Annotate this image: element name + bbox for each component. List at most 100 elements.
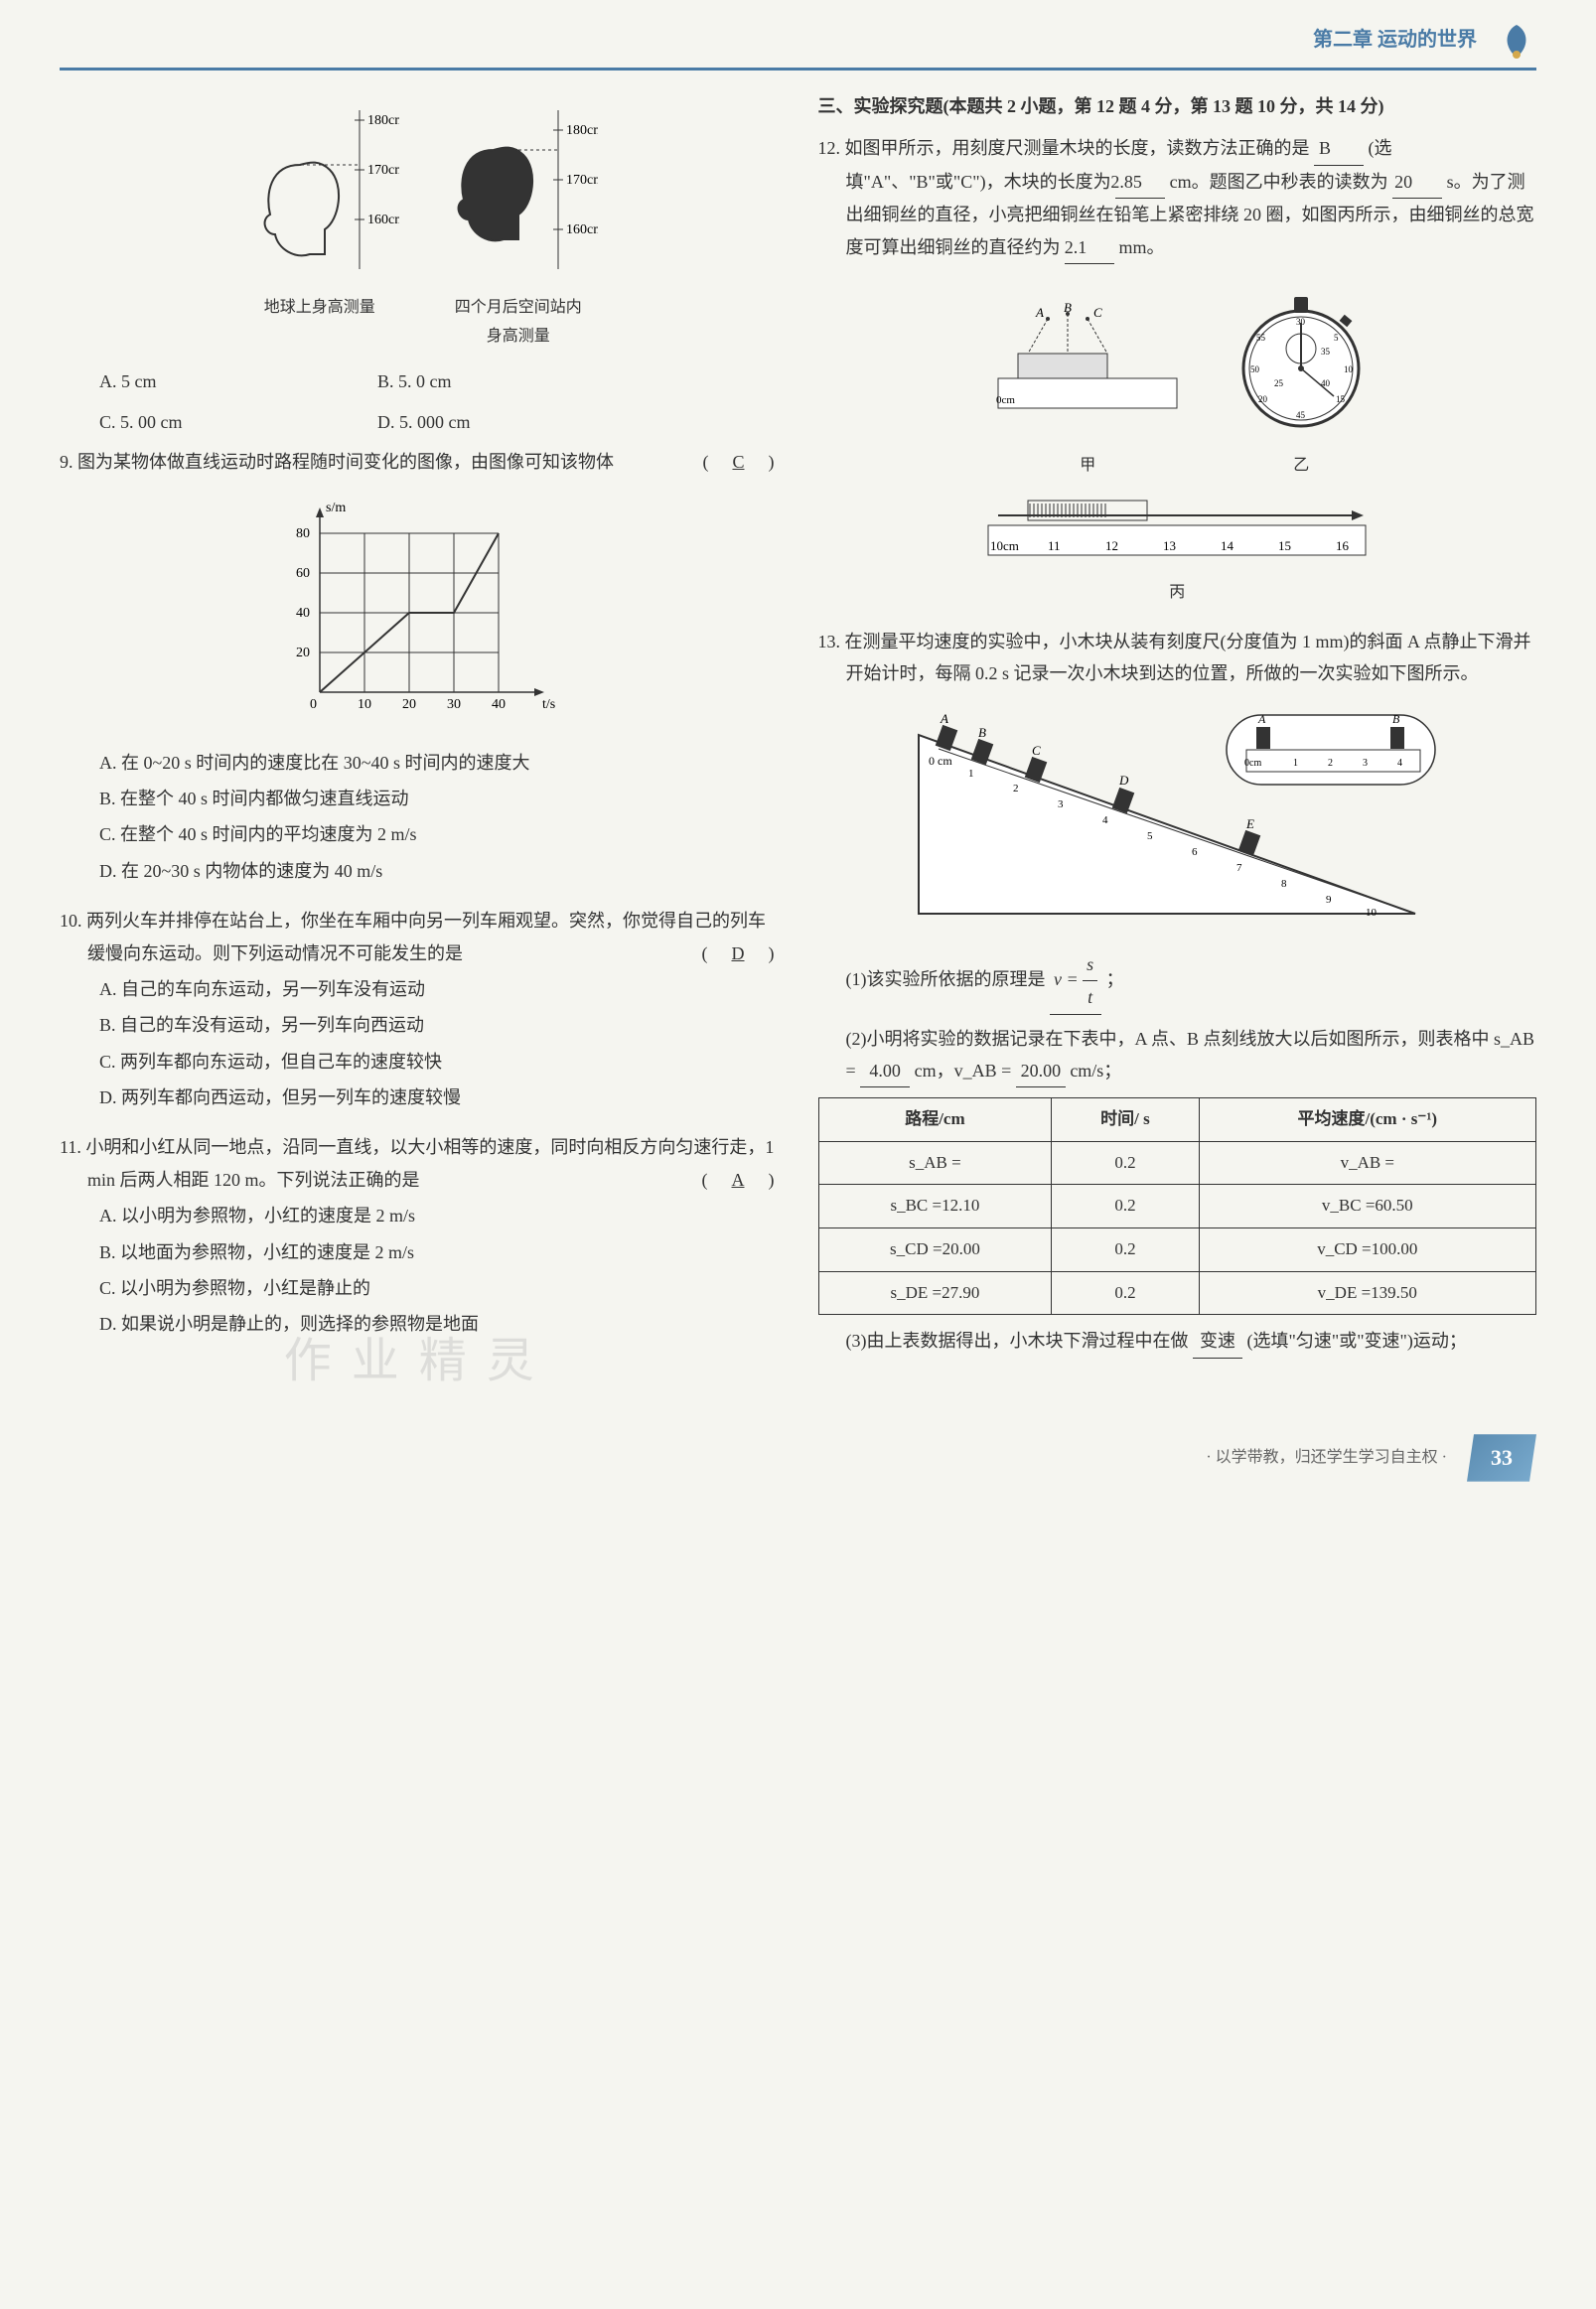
q8-options-row1: A. 5 cm B. 5. 0 cm bbox=[60, 365, 779, 397]
svg-text:C: C bbox=[1093, 305, 1102, 320]
page-number: 33 bbox=[1467, 1434, 1536, 1482]
q13-sub2-tail: cm/s； bbox=[1070, 1061, 1121, 1081]
q12-ans2: 2.85 bbox=[1115, 166, 1165, 199]
table-row: s_DE =27.90 0.2 v_DE =139.50 bbox=[818, 1271, 1536, 1315]
svg-text:s/m: s/m bbox=[326, 501, 346, 515]
q10-text: 10. 两列火车并排停在站台上，你坐在车厢中向另一列车厢观望。突然，你觉得自己的… bbox=[60, 905, 779, 969]
q12-fig-jia-yi: 0cm A B C 甲 bbox=[818, 279, 1537, 481]
q13-figure: 0 cm 12 34 56 78 910 A B C D E bbox=[818, 705, 1537, 934]
svg-text:30: 30 bbox=[447, 697, 461, 712]
q12-jia: 0cm A B C 甲 bbox=[978, 299, 1197, 481]
svg-text:25: 25 bbox=[1274, 378, 1284, 388]
q11-opt-b: B. 以地面为参照物，小红的速度是 2 m/s bbox=[60, 1236, 779, 1268]
svg-text:2: 2 bbox=[1013, 783, 1019, 794]
q13-sub3-tail: (选填"匀速"或"变速")运动； bbox=[1247, 1331, 1467, 1351]
svg-text:A: A bbox=[940, 711, 948, 726]
svg-text:1: 1 bbox=[1293, 758, 1298, 769]
q10-opt-c: C. 两列车都向东运动，但自己车的速度较快 bbox=[60, 1046, 779, 1078]
q8-left-caption: 地球上身高测量 bbox=[240, 294, 399, 323]
q12-ans4: 2.1 bbox=[1065, 231, 1114, 264]
svg-text:9: 9 bbox=[1326, 894, 1332, 906]
q9-opt-a: A. 在 0~20 s 时间内的速度比在 30~40 s 时间内的速度大 bbox=[60, 747, 779, 779]
q13-sub1-label: (1)该实验所依据的原理是 bbox=[846, 969, 1046, 989]
q9-answer: ( C ) bbox=[730, 446, 778, 478]
q13-sub3-ans: 变速 bbox=[1193, 1325, 1242, 1358]
q11-text: 11. 小明和小红从同一地点，沿同一直线，以大小相等的速度，同时向相反方向匀速行… bbox=[60, 1131, 779, 1196]
q12-ans3: 20 bbox=[1392, 166, 1442, 199]
svg-text:15: 15 bbox=[1278, 538, 1291, 553]
q9-graph: s/m t/s 2040 6080 010 2030 40 bbox=[60, 494, 779, 732]
q10-num: 10. bbox=[60, 911, 82, 931]
q13-body: 在测量平均速度的实验中，小木块从装有刻度尺(分度值为 1 mm)的斜面 A 点静… bbox=[845, 632, 1531, 683]
content-columns: 180cm 170cm 160cm 地球上身高测量 180cm 170cm 16… bbox=[60, 90, 1536, 1404]
q12-bing-label: 丙 bbox=[1169, 579, 1185, 608]
svg-text:5: 5 bbox=[1334, 333, 1339, 343]
svg-text:0: 0 bbox=[310, 697, 317, 712]
svg-text:12: 12 bbox=[1105, 538, 1118, 553]
q13-sub1-tail: ； bbox=[1106, 969, 1124, 989]
left-column: 180cm 170cm 160cm 地球上身高测量 180cm 170cm 16… bbox=[60, 90, 779, 1404]
q9-text: 9. 图为某物体做直线运动时路程随时间变化的图像，由图像可知该物体 ( C ) bbox=[60, 446, 779, 478]
q13-sub2-mid: cm，v_AB = bbox=[915, 1061, 1012, 1081]
q12-yi: 305 1015 4520 5055 4025 35 乙 bbox=[1227, 279, 1376, 481]
table-header-row: 路程/cm 时间/ s 平均速度/(cm · s⁻¹) bbox=[818, 1098, 1536, 1142]
svg-text:40: 40 bbox=[492, 697, 506, 712]
svg-text:6: 6 bbox=[1192, 846, 1198, 858]
q9: 9. 图为某物体做直线运动时路程随时间变化的图像，由图像可知该物体 ( C ) … bbox=[60, 446, 779, 887]
table-row: s_BC =12.10 0.2 v_BC =60.50 bbox=[818, 1185, 1536, 1228]
svg-text:20: 20 bbox=[402, 697, 416, 712]
svg-text:8: 8 bbox=[1281, 878, 1287, 890]
q11-answer: ( A ) bbox=[730, 1164, 779, 1196]
q12-yi-label: 乙 bbox=[1227, 452, 1376, 481]
svg-text:80: 80 bbox=[296, 526, 310, 541]
q12: 12. 如图甲所示，用刻度尺测量木块的长度，读数方法正确的是 B (选填"A"、… bbox=[818, 132, 1537, 608]
svg-text:16: 16 bbox=[1336, 538, 1350, 553]
chapter-title: 第二章 运动的世界 bbox=[1313, 22, 1477, 58]
q8-figure: 180cm 170cm 160cm 地球上身高测量 180cm 170cm 16… bbox=[60, 100, 779, 351]
svg-text:A: A bbox=[1257, 712, 1266, 726]
svg-text:3: 3 bbox=[1363, 758, 1368, 769]
q11-opt-a: A. 以小明为参照物，小红的速度是 2 m/s bbox=[60, 1200, 779, 1231]
q11-num: 11. bbox=[60, 1137, 81, 1157]
footer-motto: · 以学带教，归还学生学习自主权 · bbox=[1206, 1444, 1447, 1473]
svg-text:160cm: 160cm bbox=[367, 213, 399, 227]
page-footer: · 以学带教，归还学生学习自主权 · 33 bbox=[60, 1434, 1536, 1482]
svg-text:A: A bbox=[1035, 305, 1044, 320]
svg-text:170cm: 170cm bbox=[367, 163, 399, 178]
q13-table: 路程/cm 时间/ s 平均速度/(cm · s⁻¹) s_AB = 0.2 v… bbox=[818, 1097, 1537, 1315]
q12-p5: mm。 bbox=[1119, 237, 1165, 257]
q13-sub2: (2)小明将实验的数据记录在下表中，A 点、B 点刻线放大以后如图所示，则表格中… bbox=[818, 1023, 1537, 1088]
leaf-icon bbox=[1497, 20, 1536, 60]
q9-opt-b: B. 在整个 40 s 时间内都做匀速直线运动 bbox=[60, 783, 779, 814]
q8-opt-a: A. 5 cm bbox=[99, 365, 278, 397]
q13-sub1-ans: v = st bbox=[1050, 948, 1101, 1015]
svg-text:C: C bbox=[1032, 743, 1041, 758]
th-0: 路程/cm bbox=[818, 1098, 1052, 1142]
svg-text:0cm: 0cm bbox=[1244, 758, 1261, 769]
q8-opt-d: D. 5. 000 cm bbox=[377, 406, 556, 438]
svg-text:15: 15 bbox=[1336, 394, 1346, 404]
q9-num: 9. bbox=[60, 452, 73, 472]
q12-fig-bing: 10cm11 1213 1415 16 丙 bbox=[818, 496, 1537, 608]
table-row: s_AB = 0.2 v_AB = bbox=[818, 1141, 1536, 1185]
svg-text:4: 4 bbox=[1102, 814, 1108, 826]
svg-text:35: 35 bbox=[1321, 347, 1331, 357]
svg-text:5: 5 bbox=[1147, 830, 1153, 842]
q11-opt-c: C. 以小明为参照物，小红是静止的 bbox=[60, 1272, 779, 1304]
svg-text:40: 40 bbox=[296, 606, 310, 621]
q8-right-caption: 四个月后空间站内身高测量 bbox=[439, 294, 598, 352]
q13-num: 13. bbox=[818, 632, 841, 651]
th-2: 平均速度/(cm · s⁻¹) bbox=[1199, 1098, 1535, 1142]
right-column: 三、实验探究题(本题共 2 小题，第 12 题 4 分，第 13 题 10 分，… bbox=[818, 90, 1537, 1404]
svg-text:t/s: t/s bbox=[542, 697, 555, 712]
svg-text:160cm: 160cm bbox=[566, 222, 598, 237]
q12-p1: 如图甲所示，用刻度尺测量木块的长度，读数方法正确的是 bbox=[845, 138, 1310, 158]
q10: 10. 两列火车并排停在站台上，你坐在车厢中向另一列车厢观望。突然，你觉得自己的… bbox=[60, 905, 779, 1113]
q10-opt-d: D. 两列车都向西运动，但另一列车的速度较慢 bbox=[60, 1082, 779, 1113]
q13-sub3: (3)由上表数据得出，小木块下滑过程中在做 变速 (选填"匀速"或"变速")运动… bbox=[818, 1325, 1537, 1358]
q8-fig-left: 180cm 170cm 160cm 地球上身高测量 bbox=[240, 100, 399, 351]
svg-text:13: 13 bbox=[1163, 538, 1176, 553]
svg-text:20: 20 bbox=[296, 646, 310, 660]
q13-text: 13. 在测量平均速度的实验中，小木块从装有刻度尺(分度值为 1 mm)的斜面 … bbox=[818, 626, 1537, 690]
svg-text:14: 14 bbox=[1221, 538, 1234, 553]
